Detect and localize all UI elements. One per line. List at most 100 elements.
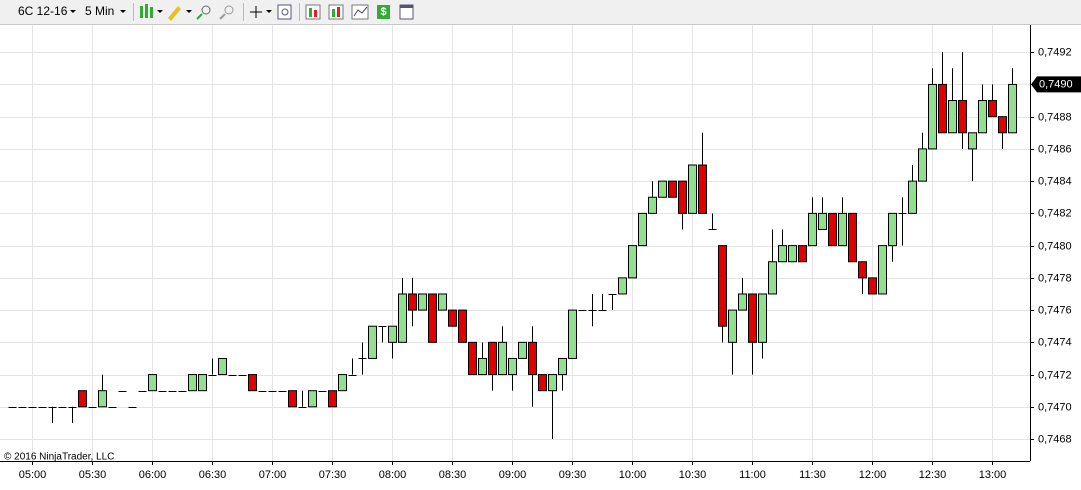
x-tick-label: 05:30: [79, 469, 107, 481]
candle-body: [698, 164, 707, 214]
x-tick-label: 08:00: [379, 469, 407, 481]
candle-body: [438, 293, 447, 311]
candle-body: [678, 180, 687, 214]
last-price-label: 0,7490: [1039, 78, 1073, 90]
x-tick-label: 13:00: [979, 469, 1007, 481]
candle-body: [878, 245, 887, 295]
strategies-button[interactable]: [305, 4, 321, 20]
candle-body: [998, 116, 1007, 134]
candle-body: [618, 277, 627, 295]
candle-body: [648, 196, 657, 214]
y-tick-label: 0,7470: [1038, 401, 1072, 413]
x-tick-label: 09:30: [559, 469, 587, 481]
candle-body: [788, 245, 797, 263]
chart-style-button[interactable]: [351, 4, 369, 20]
candle-body: [1008, 83, 1017, 134]
candle-body: [988, 100, 997, 118]
candle-body: [908, 180, 917, 214]
candle-body: [838, 212, 847, 247]
y-tick-label: 0,7482: [1038, 207, 1072, 219]
x-tick-label: 06:30: [199, 469, 227, 481]
dropdown-arrow: [120, 10, 126, 13]
candles: [8, 52, 1017, 440]
candle-body: [398, 293, 407, 343]
candle-body: [148, 374, 157, 392]
toolbar: [0, 0, 1081, 24]
candle-body: [98, 390, 107, 408]
bar-type-button[interactable]: [140, 4, 163, 18]
candle-body: [668, 180, 677, 198]
candle-body: [388, 325, 397, 343]
orders-button[interactable]: $: [377, 5, 390, 19]
svg-text:$: $: [380, 6, 386, 18]
x-tick-label: 12:00: [859, 469, 887, 481]
interval-selector[interactable]: 5 Min: [85, 4, 114, 18]
last-price-marker: [1031, 76, 1081, 93]
data-box-button[interactable]: [277, 4, 292, 20]
candle-body: [328, 390, 337, 408]
candle-body: [718, 245, 727, 327]
candle-body: [748, 293, 757, 343]
candle-body: [688, 164, 697, 214]
y-tick-label: 0,7478: [1038, 272, 1072, 284]
candle-body: [78, 390, 87, 408]
candle-body: [428, 293, 437, 343]
candle-body: [868, 277, 877, 295]
candle-body: [498, 341, 507, 376]
indicators-button[interactable]: [328, 4, 344, 20]
x-tick-label: 07:30: [319, 469, 347, 481]
x-tick-label: 05:00: [19, 469, 47, 481]
instrument-selector[interactable]: 6C 12-16: [18, 4, 68, 18]
candle-body: [778, 245, 787, 263]
candle-body: [798, 245, 807, 263]
y-tick-label: 0,7472: [1038, 369, 1072, 381]
candle-body: [248, 374, 257, 392]
candle-body: [518, 341, 527, 359]
candle-body: [218, 357, 227, 376]
candle-body: [758, 293, 767, 343]
candle-body: [658, 180, 667, 198]
candle-body: [948, 100, 957, 134]
candle-body: [958, 100, 967, 134]
grid: [0, 25, 1030, 461]
draw-tool-button[interactable]: [168, 6, 192, 21]
candle-body: [828, 212, 837, 247]
candle-body: [848, 212, 857, 263]
candle-body: [338, 374, 347, 392]
zoom-in-button[interactable]: [196, 5, 211, 20]
properties-button[interactable]: [399, 4, 414, 20]
x-tick-label: 07:00: [259, 469, 287, 481]
candle-body: [188, 374, 197, 392]
y-tick-label: 0,7488: [1038, 111, 1072, 123]
candle-body: [418, 293, 427, 311]
candle-body: [458, 309, 467, 343]
y-tick-label: 0,7468: [1038, 433, 1072, 445]
zoom-out-button[interactable]: [219, 5, 234, 20]
dropdown-arrow: [70, 10, 76, 13]
y-tick-label: 0,7492: [1038, 46, 1072, 58]
crosshair-button[interactable]: [250, 6, 272, 18]
candle-body: [528, 341, 537, 376]
candle-body: [468, 341, 477, 376]
candle-body: [728, 309, 737, 343]
y-tick-label: 0,7474: [1038, 336, 1072, 348]
copyright: © 2016 NinjaTrader, LLC: [4, 452, 114, 463]
y-tick-label: 0,7476: [1038, 304, 1072, 316]
candle-body: [628, 245, 637, 279]
candle-body: [928, 83, 937, 150]
candle-body: [858, 261, 867, 279]
candle-body: [738, 293, 747, 311]
candle-body: [198, 374, 207, 392]
candle-body: [808, 212, 817, 247]
x-tick-label: 08:30: [439, 469, 467, 481]
x-tick-label: 11:30: [799, 469, 826, 481]
candle-body: [368, 325, 377, 359]
x-tick-label: 09:00: [499, 469, 527, 481]
candle-body: [638, 212, 647, 247]
candle-body: [508, 357, 517, 376]
x-tick-label: 10:30: [679, 469, 707, 481]
candle-body: [568, 309, 577, 359]
x-tick-label: 06:00: [139, 469, 167, 481]
